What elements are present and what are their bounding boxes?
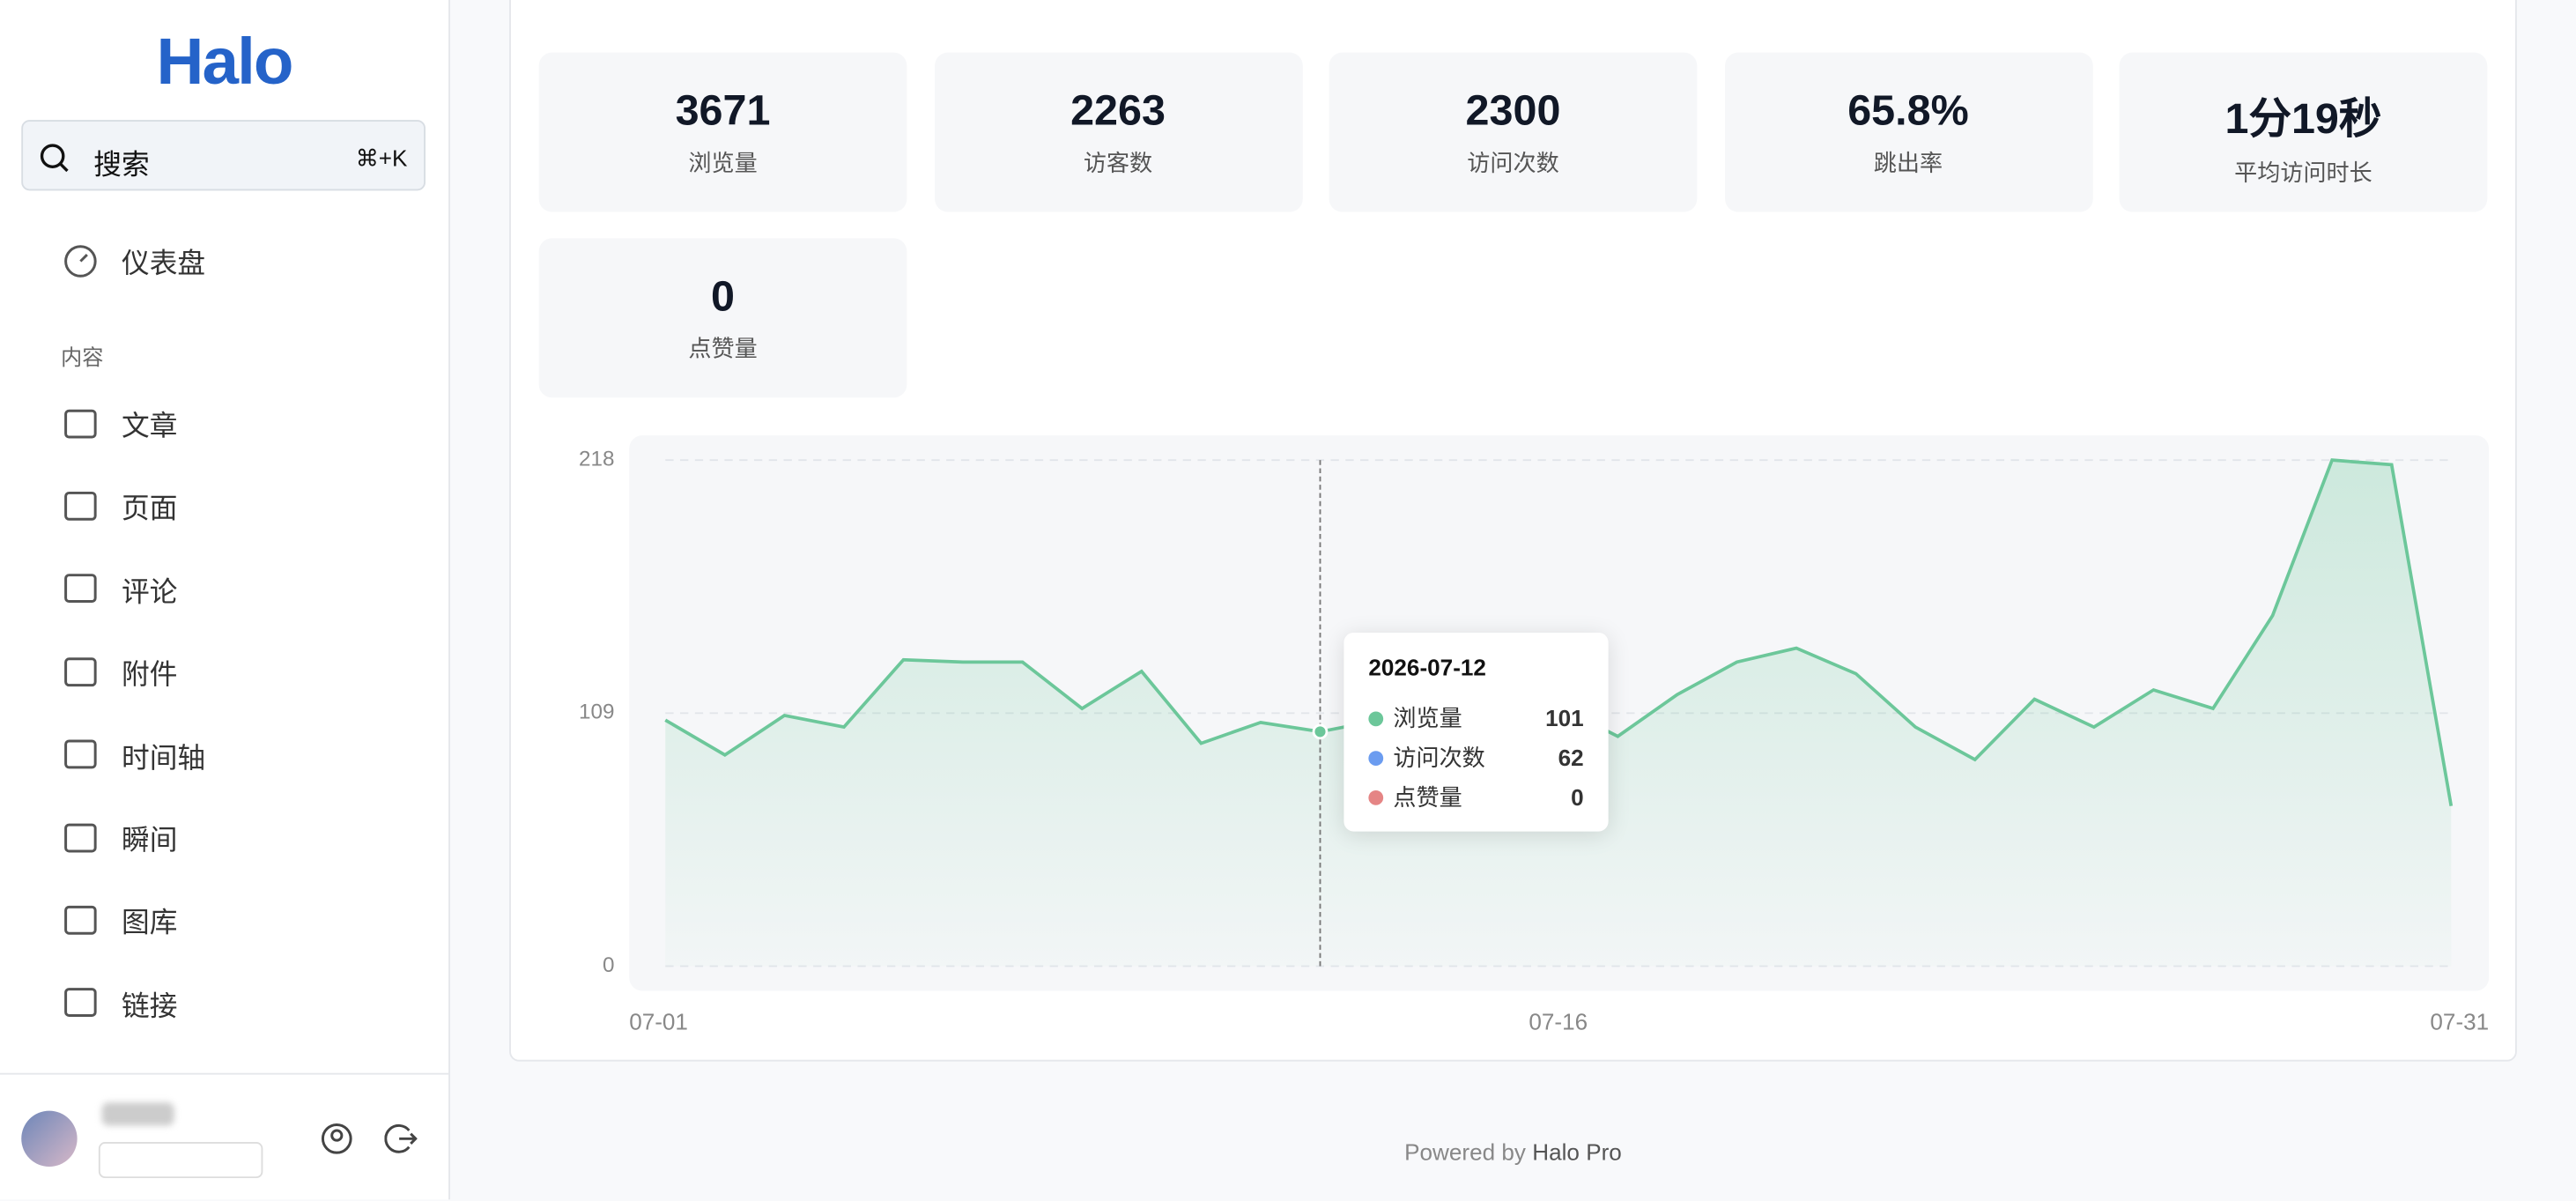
menu-label: 链接 bbox=[121, 990, 178, 1022]
legend-dot bbox=[1368, 790, 1384, 804]
stat-card: 2263 访客数 bbox=[934, 52, 1302, 212]
icon bbox=[64, 822, 97, 852]
menu-label: 仪表盘 bbox=[121, 248, 206, 280]
stat-value: 3671 bbox=[675, 85, 771, 135]
tooltip-name: 访问次数 bbox=[1393, 744, 1485, 771]
tooltip-row: 访问次数 62 bbox=[1368, 741, 1584, 774]
stat-value: 2263 bbox=[1070, 85, 1166, 135]
tooltip-name: 浏览量 bbox=[1393, 704, 1462, 731]
icon-shape bbox=[64, 739, 97, 769]
icon-shape bbox=[64, 905, 97, 935]
search-shortcut: ⌘+K bbox=[355, 145, 408, 171]
menu-label: 文章 bbox=[121, 411, 178, 442]
tooltip-date: 2026-07-12 bbox=[1368, 654, 1486, 681]
icon-shape bbox=[64, 491, 97, 521]
tooltip: 2026-07-12 浏览量 101 访问次数 62 点赞量 0 bbox=[1344, 632, 1609, 832]
stat-card: 0 点赞量 bbox=[538, 238, 907, 398]
profile-icon[interactable] bbox=[321, 1123, 353, 1155]
menu-item[interactable]: 页面 bbox=[63, 486, 178, 527]
icon bbox=[64, 574, 97, 604]
logout-icon[interactable] bbox=[384, 1123, 418, 1155]
logo[interactable]: Halo bbox=[156, 26, 293, 99]
menu-label: 附件 bbox=[121, 659, 178, 691]
icon-shape bbox=[64, 408, 97, 438]
menu-label: 评论 bbox=[121, 576, 178, 608]
footer: Powered by Halo Pro bbox=[450, 1138, 2576, 1165]
icon-shape bbox=[64, 822, 97, 852]
y-tick-label: 218 bbox=[579, 448, 614, 471]
menu-item[interactable]: 时间轴 bbox=[63, 734, 205, 775]
tooltip-value: 62 bbox=[1558, 744, 1584, 771]
legend-dot bbox=[1368, 750, 1384, 766]
stat-label: 跳出率 bbox=[1873, 149, 1943, 176]
stat-label: 点赞量 bbox=[688, 335, 758, 362]
footer-prefix: Powered by bbox=[1404, 1138, 1526, 1166]
user-panel bbox=[0, 1072, 449, 1201]
icon-shape bbox=[64, 656, 97, 686]
icon bbox=[64, 491, 97, 521]
hover-point bbox=[1312, 723, 1329, 740]
section-label: 内容 bbox=[60, 345, 104, 370]
icon bbox=[64, 739, 97, 769]
y-tick-label: 0 bbox=[603, 953, 614, 977]
tooltip-row: 点赞量 0 bbox=[1368, 781, 1584, 813]
menu-item[interactable]: 文章 bbox=[63, 403, 178, 444]
search-box[interactable]: 搜索 ⌘+K bbox=[21, 120, 426, 191]
x-tick-label: 07-01 bbox=[629, 1009, 688, 1035]
menu-item[interactable]: 瞬间 bbox=[63, 817, 178, 858]
menu-label: 图库 bbox=[121, 908, 178, 939]
search-icon bbox=[40, 144, 69, 173]
menu-item[interactable]: 附件 bbox=[63, 651, 178, 693]
tooltip-row: 浏览量 101 bbox=[1368, 701, 1584, 734]
x-tick-label: 07-16 bbox=[1529, 1009, 1588, 1035]
legend-dot bbox=[1368, 710, 1384, 726]
tooltip-name: 点赞量 bbox=[1393, 783, 1462, 811]
x-tick-label: 07-31 bbox=[2430, 1009, 2489, 1035]
icon bbox=[64, 656, 97, 686]
icon bbox=[64, 408, 97, 438]
icon bbox=[64, 988, 97, 1018]
tooltip-value: 0 bbox=[1571, 783, 1584, 811]
stat-card: 2300 访问次数 bbox=[1329, 52, 1698, 212]
stat-label: 访客数 bbox=[1083, 149, 1153, 176]
stat-value: 65.8% bbox=[1847, 85, 1969, 135]
menu-item[interactable]: 仪表盘 bbox=[63, 240, 205, 281]
menu-label: 时间轴 bbox=[121, 742, 206, 774]
stat-card: 3671 浏览量 bbox=[538, 52, 907, 212]
stat-label: 访问次数 bbox=[1467, 149, 1559, 176]
stat-value: 1分19秒 bbox=[2224, 93, 2382, 144]
menu-item[interactable]: 链接 bbox=[63, 982, 178, 1024]
menu-label: 页面 bbox=[121, 493, 178, 525]
tooltip-value: 101 bbox=[1545, 704, 1584, 731]
menu-item[interactable]: 评论 bbox=[63, 568, 178, 610]
stat-label: 浏览量 bbox=[688, 149, 758, 176]
stat-label: 平均访问时长 bbox=[2234, 159, 2372, 186]
icon-shape bbox=[64, 574, 97, 604]
menu-label: 瞬间 bbox=[121, 825, 178, 856]
avatar[interactable] bbox=[21, 1110, 78, 1168]
stat-card: 65.8% 跳出率 bbox=[1724, 52, 2092, 212]
search-placeholder: 搜索 bbox=[93, 149, 150, 182]
icon bbox=[64, 244, 97, 277]
icon-shape bbox=[64, 988, 97, 1018]
footer-brand[interactable]: Halo Pro bbox=[1532, 1138, 1622, 1166]
menu-item[interactable]: 图库 bbox=[63, 900, 178, 941]
stat-value: 0 bbox=[711, 271, 736, 321]
y-tick-label: 109 bbox=[579, 701, 614, 724]
role-badge bbox=[98, 1142, 263, 1179]
stat-value: 2300 bbox=[1465, 85, 1561, 135]
icon bbox=[64, 905, 97, 935]
sidebar: Halo 搜索 ⌘+K 仪表盘 内容 文章页面评论附件时间轴瞬间图库链接 bbox=[0, 0, 450, 1201]
stat-card: 1分19秒平均访问时长 bbox=[2119, 52, 2488, 212]
user-name-blur bbox=[101, 1102, 174, 1126]
